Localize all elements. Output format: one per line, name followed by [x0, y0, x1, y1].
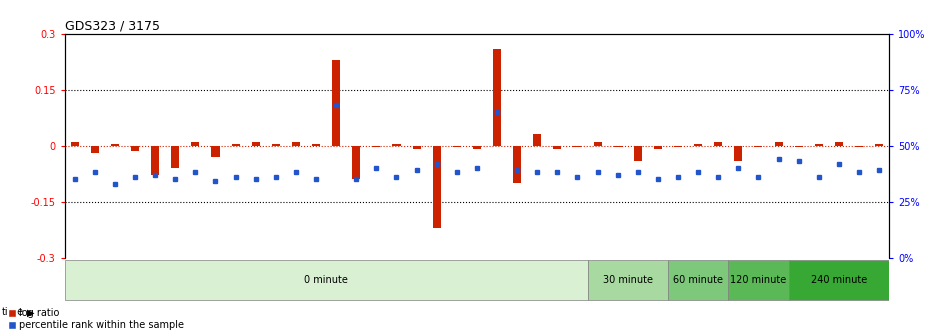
Bar	[373, 145, 380, 148]
Bar	[633, 145, 642, 161]
Bar	[473, 145, 481, 149]
Bar	[292, 142, 300, 145]
Text: GDS323 / 3175: GDS323 / 3175	[65, 19, 160, 33]
Bar	[875, 144, 883, 145]
Bar	[754, 145, 763, 148]
Bar	[332, 60, 340, 145]
Bar	[493, 48, 501, 145]
Bar	[131, 145, 139, 151]
Text: 0 minute: 0 minute	[304, 275, 348, 285]
Bar	[90, 145, 99, 153]
Bar	[588, 260, 668, 300]
Bar	[694, 144, 702, 145]
Bar	[211, 145, 220, 157]
Bar	[815, 144, 823, 145]
Text: ▶: ▶	[27, 307, 34, 318]
Bar	[534, 134, 541, 145]
Bar	[65, 260, 588, 300]
Bar	[714, 142, 722, 145]
Bar	[795, 145, 803, 148]
Bar	[171, 145, 180, 168]
Bar	[70, 142, 79, 145]
Bar	[514, 145, 521, 183]
Bar	[393, 144, 400, 145]
Text: 30 minute: 30 minute	[603, 275, 652, 285]
Bar	[151, 145, 159, 175]
Bar	[855, 145, 864, 148]
Bar	[593, 142, 602, 145]
Bar	[111, 144, 119, 145]
Text: 60 minute: 60 minute	[673, 275, 723, 285]
Bar	[433, 145, 440, 228]
Text: time: time	[2, 307, 24, 318]
Bar	[413, 145, 420, 149]
Bar	[728, 260, 788, 300]
Bar	[553, 145, 561, 149]
Text: 240 minute: 240 minute	[811, 275, 867, 285]
Bar	[191, 142, 200, 145]
Bar	[232, 144, 240, 145]
Legend: log ratio, percentile rank within the sample: log ratio, percentile rank within the sa…	[7, 307, 185, 331]
Text: 120 minute: 120 minute	[730, 275, 786, 285]
Bar	[272, 144, 280, 145]
Bar	[668, 260, 728, 300]
Bar	[835, 142, 843, 145]
Bar	[312, 144, 320, 145]
Bar	[252, 142, 260, 145]
Bar	[453, 145, 461, 148]
Bar	[774, 142, 783, 145]
Bar	[734, 145, 743, 161]
Bar	[573, 145, 581, 148]
Bar	[788, 260, 889, 300]
Bar	[674, 145, 682, 148]
Bar	[654, 145, 662, 149]
Bar	[352, 145, 360, 179]
Bar	[613, 145, 622, 148]
